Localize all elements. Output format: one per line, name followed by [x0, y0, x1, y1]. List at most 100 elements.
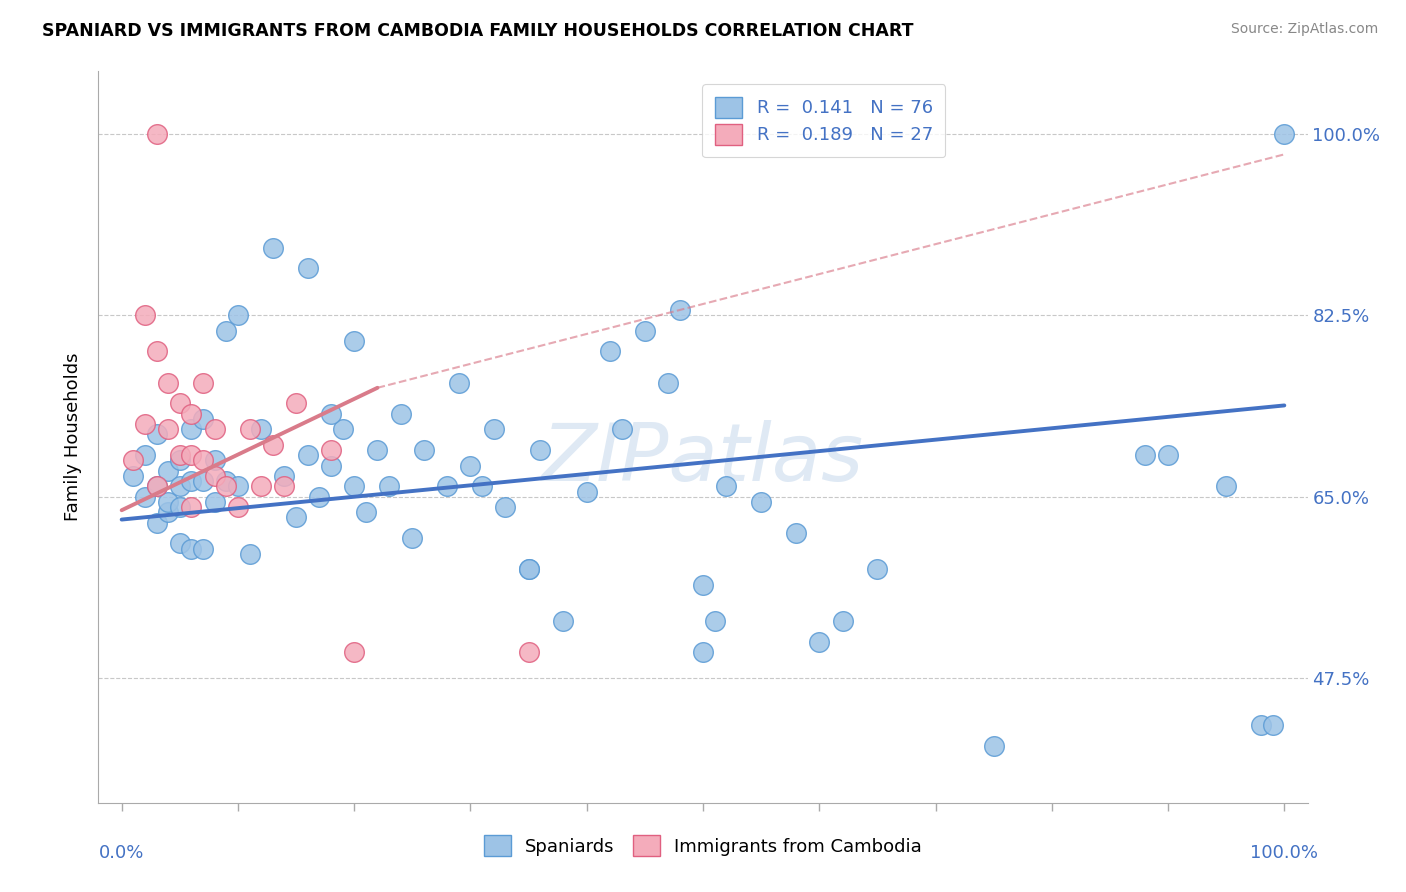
Point — [157, 376, 180, 390]
Point — [226, 308, 249, 322]
Point — [471, 479, 494, 493]
Point — [378, 479, 401, 493]
Point — [668, 303, 690, 318]
Point — [1250, 718, 1272, 732]
Point — [134, 417, 156, 431]
Point — [366, 443, 388, 458]
Point — [866, 562, 889, 576]
Point — [122, 469, 145, 483]
Point — [239, 422, 262, 436]
Point — [983, 739, 1005, 753]
Point — [343, 479, 366, 493]
Point — [657, 376, 679, 390]
Point — [169, 479, 191, 493]
Point — [122, 453, 145, 467]
Point — [262, 438, 284, 452]
Point — [389, 407, 412, 421]
Point — [785, 526, 807, 541]
Point — [517, 562, 540, 576]
Point — [692, 645, 714, 659]
Text: SPANIARD VS IMMIGRANTS FROM CAMBODIA FAMILY HOUSEHOLDS CORRELATION CHART: SPANIARD VS IMMIGRANTS FROM CAMBODIA FAM… — [42, 22, 914, 40]
Point — [191, 376, 214, 390]
Point — [1261, 718, 1284, 732]
Point — [319, 443, 342, 458]
Point — [169, 500, 191, 515]
Point — [599, 344, 621, 359]
Legend: Spaniards, Immigrants from Cambodia: Spaniards, Immigrants from Cambodia — [472, 824, 934, 867]
Point — [273, 469, 295, 483]
Point — [191, 474, 214, 488]
Point — [447, 376, 470, 390]
Point — [319, 407, 342, 421]
Point — [319, 458, 342, 473]
Point — [145, 344, 167, 359]
Point — [610, 422, 633, 436]
Point — [436, 479, 458, 493]
Text: 0.0%: 0.0% — [98, 845, 145, 863]
Point — [1133, 448, 1156, 462]
Point — [157, 464, 180, 478]
Point — [1272, 127, 1295, 141]
Point — [169, 396, 191, 410]
Point — [180, 541, 202, 556]
Point — [204, 495, 226, 509]
Point — [215, 324, 238, 338]
Point — [191, 453, 214, 467]
Point — [1157, 448, 1180, 462]
Point — [145, 516, 167, 530]
Point — [831, 614, 853, 628]
Point — [692, 578, 714, 592]
Point — [517, 645, 540, 659]
Point — [308, 490, 330, 504]
Point — [332, 422, 354, 436]
Point — [297, 261, 319, 276]
Point — [145, 127, 167, 141]
Text: 100.0%: 100.0% — [1250, 845, 1319, 863]
Point — [343, 334, 366, 348]
Point — [716, 479, 738, 493]
Point — [401, 531, 423, 545]
Point — [145, 427, 167, 442]
Point — [180, 422, 202, 436]
Point — [808, 635, 831, 649]
Point — [180, 474, 202, 488]
Point — [239, 547, 262, 561]
Point — [191, 412, 214, 426]
Point — [250, 422, 273, 436]
Text: Source: ZipAtlas.com: Source: ZipAtlas.com — [1230, 22, 1378, 37]
Point — [703, 614, 725, 628]
Point — [215, 479, 238, 493]
Point — [634, 324, 657, 338]
Point — [285, 510, 308, 524]
Point — [482, 422, 505, 436]
Point — [749, 495, 772, 509]
Point — [262, 241, 284, 255]
Point — [157, 495, 180, 509]
Point — [180, 500, 202, 515]
Point — [226, 479, 249, 493]
Point — [180, 448, 202, 462]
Point — [297, 448, 319, 462]
Point — [273, 479, 295, 493]
Point — [134, 490, 156, 504]
Point — [494, 500, 516, 515]
Point — [204, 469, 226, 483]
Point — [180, 407, 202, 421]
Point — [169, 448, 191, 462]
Point — [285, 396, 308, 410]
Point — [226, 500, 249, 515]
Point — [413, 443, 436, 458]
Point — [157, 505, 180, 519]
Point — [575, 484, 598, 499]
Point — [343, 645, 366, 659]
Point — [517, 562, 540, 576]
Point — [191, 541, 214, 556]
Point — [250, 479, 273, 493]
Point — [204, 422, 226, 436]
Point — [553, 614, 575, 628]
Point — [354, 505, 377, 519]
Point — [460, 458, 482, 473]
Point — [215, 474, 238, 488]
Text: ZIPatlas: ZIPatlas — [541, 420, 865, 498]
Point — [1215, 479, 1237, 493]
